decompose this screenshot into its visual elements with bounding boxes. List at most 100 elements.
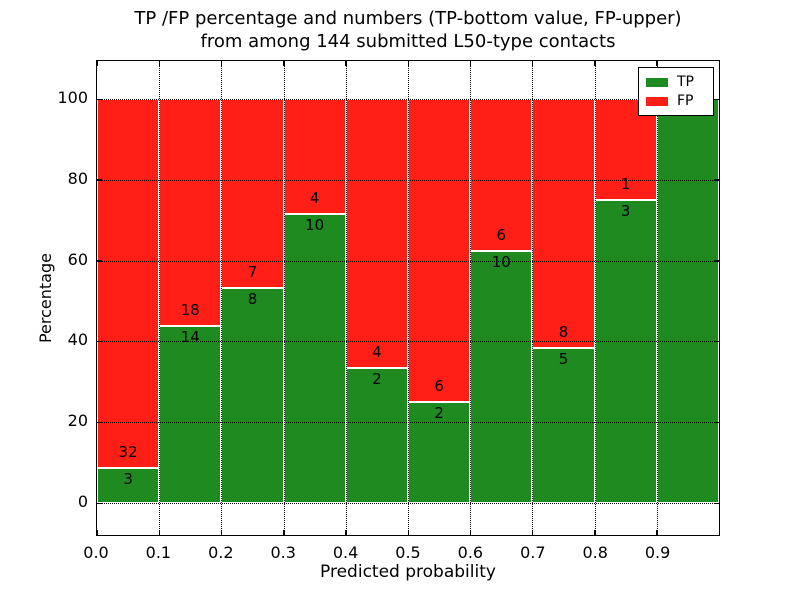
x-tick-label: 0.1 <box>145 543 172 562</box>
top-tick-mark <box>220 61 223 66</box>
bar-segment-tp <box>594 200 657 503</box>
gridline-horizontal <box>97 99 719 100</box>
chart-title-line2: from among 144 submitted L50-type contac… <box>200 31 616 52</box>
bar-segment-fp <box>97 99 160 469</box>
top-tick-mark <box>158 61 161 66</box>
gridline-vertical <box>221 61 223 535</box>
bar-bin-0.9 <box>656 99 719 503</box>
bar-bin-0.1 <box>159 99 222 503</box>
x-tick-label: 0.4 <box>332 543 359 562</box>
top-tick-mark <box>594 61 596 66</box>
bottom-tick-mark <box>283 530 285 535</box>
x-tick-label: 0.0 <box>83 543 109 562</box>
x-tick-label: 0.3 <box>270 543 296 562</box>
bar-segment-tp <box>345 368 408 503</box>
gridline-horizontal <box>97 260 719 262</box>
top-tick-mark <box>469 61 472 66</box>
y-tick-label: 60 <box>67 249 88 269</box>
legend-entry-fp: FP <box>646 92 706 111</box>
bar-segment-tp <box>159 326 222 503</box>
bar-segment-tp <box>283 214 346 503</box>
bottom-tick-mark <box>594 530 596 535</box>
y-axis-title: Percentage <box>36 253 55 344</box>
bar-bin-0.5 <box>408 99 471 503</box>
x-tick-label: 0.2 <box>208 543 234 562</box>
top-tick-mark <box>407 61 409 66</box>
bottom-tick-mark <box>656 530 658 535</box>
bar-segment-fp <box>283 99 346 215</box>
gridline-vertical <box>408 61 409 535</box>
right-tick-mark <box>714 179 719 181</box>
bar-segment-fp <box>159 99 222 327</box>
bar-bin-0.7 <box>532 99 595 503</box>
left-tick-mark <box>97 98 102 100</box>
bar-segment-tp <box>656 99 719 503</box>
bar-segment-tp <box>470 250 533 503</box>
bar-bin-0.6 <box>470 99 533 503</box>
right-tick-mark <box>714 502 719 504</box>
bar-segment-fp <box>532 99 595 348</box>
x-tick-label: 0.7 <box>520 543 546 562</box>
gridline-vertical <box>159 61 161 535</box>
chart-title: TP /FP percentage and numbers (TP-bottom… <box>96 7 720 53</box>
legend: TP FP <box>638 67 714 116</box>
bar-bin-0.3 <box>283 99 346 503</box>
y-tick-label: 40 <box>67 330 88 350</box>
top-tick-mark <box>283 61 285 66</box>
bar-bin-0.8 <box>594 99 657 503</box>
x-tick-label: 0.5 <box>395 543 421 562</box>
bar-bin-0.0 <box>97 99 160 503</box>
gridline-vertical <box>532 61 534 535</box>
right-tick-mark <box>714 340 719 343</box>
gridline-horizontal <box>97 179 719 181</box>
bar-segment-tp <box>221 287 284 503</box>
bar-segment-tp <box>532 347 595 503</box>
gridline-vertical <box>656 61 658 535</box>
bar-bin-0.4 <box>345 99 408 503</box>
x-tick-label: 0.9 <box>644 543 671 562</box>
bar-segment-fp <box>470 99 533 251</box>
top-tick-mark <box>531 61 534 66</box>
gridline-horizontal <box>97 422 719 424</box>
bar-segment-fp <box>408 99 471 402</box>
bottom-tick-mark <box>345 530 347 535</box>
left-tick-mark <box>97 179 102 181</box>
top-tick-mark <box>345 61 347 66</box>
bar-segment-fp <box>345 99 408 369</box>
bottom-tick-mark <box>158 530 161 535</box>
gridline-horizontal <box>97 503 719 504</box>
bar-segment-fp <box>221 99 284 288</box>
y-tick-label: 0 <box>77 492 88 511</box>
bar-segment-tp <box>97 468 160 503</box>
x-tick-label: 0.8 <box>582 543 608 562</box>
bar-bin-0.2 <box>221 99 284 503</box>
right-tick-mark <box>714 98 719 100</box>
left-tick-mark <box>97 502 102 504</box>
y-tick-label: 100 <box>57 88 88 107</box>
gridline-vertical <box>470 61 472 535</box>
gridline-horizontal <box>97 341 719 343</box>
top-tick-mark <box>96 61 98 66</box>
legend-entry-tp: TP <box>646 73 706 92</box>
right-tick-mark <box>714 421 719 424</box>
top-tick-mark <box>656 61 658 66</box>
legend-swatch-tp <box>646 78 668 87</box>
gridline-vertical <box>345 61 347 535</box>
x-tick-label: 0.6 <box>457 543 484 562</box>
bottom-tick-mark <box>531 530 534 535</box>
x-axis-title: Predicted probability <box>320 562 496 582</box>
left-tick-mark <box>97 260 102 262</box>
bottom-tick-mark <box>96 530 98 535</box>
gridline-vertical <box>594 61 596 535</box>
bottom-tick-mark <box>407 530 409 535</box>
y-tick-label: 80 <box>67 168 88 188</box>
left-tick-mark <box>97 340 102 343</box>
bottom-tick-mark <box>469 530 472 535</box>
legend-label: FP <box>677 93 694 109</box>
legend-label: TP <box>677 74 694 90</box>
y-tick-label: 20 <box>67 411 88 431</box>
legend-swatch-fp <box>646 97 668 106</box>
right-tick-mark <box>714 260 719 262</box>
